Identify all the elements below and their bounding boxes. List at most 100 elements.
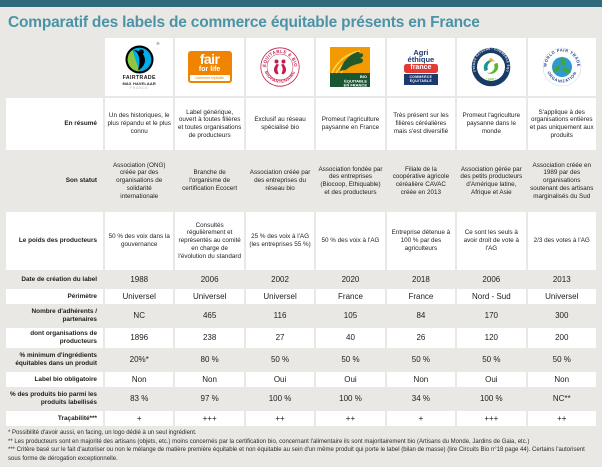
table-cell: Entreprise détenue à 100 % par des agric…	[386, 212, 456, 270]
table-row: Traçabilité*** + +++ ++ ++ + +++ ++	[6, 411, 596, 426]
row-label: Nombre d'adhérents / partenaires	[31, 308, 97, 323]
table-cell: Consultés régulièrement et représentés a…	[175, 212, 244, 270]
table-cell: 238	[175, 328, 244, 348]
row-label: % minimum d'ingrédients équitables dans …	[15, 352, 97, 367]
table-cell: ++	[245, 411, 315, 426]
table-cell: Association fondée par des entreprises (…	[318, 165, 383, 196]
table-cell: ++	[316, 411, 385, 426]
row-label: % des produits bio parmi les produits la…	[9, 391, 97, 406]
page-title: Comparatif des labels de commerce équita…	[8, 14, 480, 31]
table-cell: 2006	[200, 274, 219, 284]
table-cell: Non	[175, 372, 244, 387]
table-cell: 2/3 des votes à l'AG	[527, 212, 596, 270]
table-row: Date de création du label 1988 2006 2002 202…	[6, 272, 596, 287]
table-cell: 200	[527, 328, 596, 348]
table-cell: 2018	[412, 274, 430, 284]
table-cell: 50 %	[270, 355, 290, 364]
registered-mark: ®	[156, 41, 160, 46]
table-row: Le poids des producteurs 50 % des voix da…	[6, 212, 596, 270]
svg-text:ÉQUITABLE: ÉQUITABLE	[345, 79, 368, 84]
table-cell: Universel	[245, 289, 315, 304]
table-cell: 100 %	[479, 394, 503, 403]
row-label: Périmètre	[6, 289, 103, 304]
spp-icon: PRODUCTEURS PAYSANS • COMMERCE ÉQUITABLE…	[471, 47, 511, 87]
logo-row-spacer	[6, 38, 103, 96]
table-row: En résumé Un des historiques, le plus rép…	[6, 98, 596, 150]
table-cell: NC	[133, 311, 145, 320]
table-cell: S'applique à des organisations entières …	[527, 98, 596, 150]
fair-for-life-icon: fair for life commerce équitable	[187, 50, 232, 84]
table-cell: Association créée en 1989 par des organi…	[530, 161, 594, 200]
fairtrade-submark: MAX HAVELAAR	[122, 80, 156, 86]
table-cell: Nord - Sud	[457, 289, 526, 304]
row-label: Date de création du label	[21, 275, 97, 283]
table-cell: ++	[527, 411, 596, 426]
table-cell: Universel	[105, 289, 174, 304]
table-cell: 50 %	[552, 355, 571, 364]
table-cell: 100 %	[268, 394, 292, 403]
table-row: dont organisations de producteurs 1896 238…	[6, 328, 596, 348]
table-cell: 105	[343, 311, 358, 320]
table-cell: 20%*	[129, 355, 149, 364]
table-cell: France	[386, 289, 456, 304]
table-row: Label bio obligatoire Non Non Oui Oui Non Oui N…	[6, 372, 596, 387]
top-accent-bar	[0, 0, 602, 7]
table-cell: 2013	[552, 274, 571, 284]
table-cell: 50 %	[411, 355, 431, 364]
logo-fairtrade-cell: ® FAIRTRADE MAX HAVELAAR FRANCE	[105, 38, 174, 96]
table-cell: +	[105, 411, 174, 426]
table-cell: +++	[175, 411, 244, 426]
fairtrade-wordmark: FAIRTRADE	[122, 74, 156, 81]
table-cell: 1896	[105, 328, 174, 348]
table-cell: 50 % des voix à l'AG	[316, 212, 385, 270]
row-label: Label bio obligatoire	[6, 372, 103, 387]
table-cell: 25 % des voix à l'AG (les entreprises 55…	[245, 212, 315, 270]
table-cell: 116	[273, 311, 287, 320]
table-cell: Un des historiques, le plus répandu et l…	[105, 98, 174, 150]
table-cell: Association (ONG) créée par des organisa…	[112, 161, 166, 200]
table-cell: 80 %	[200, 355, 219, 364]
table-row: Nombre d'adhérents / partenaires NC 465 116…	[6, 306, 596, 326]
table-cell: Oui	[457, 372, 526, 387]
table-row: Périmètre Universel Universel Universel Fran…	[6, 289, 596, 304]
fairtrade-country: FRANCE	[129, 85, 149, 90]
table-cell: +	[386, 411, 456, 426]
table-cell: Label générique, ouvert à toutes filière…	[175, 98, 244, 150]
footnotes: * Possibilité d'avoir aussi, en facing, …	[8, 429, 594, 463]
comparison-table: En résumé Un des historiques, le plus rép…	[6, 98, 596, 426]
row-label: Le poids des producteurs	[6, 212, 103, 270]
table-cell: Très présent sur les filières céréalière…	[386, 98, 456, 150]
table-cell: Filiale de la coopérative agricole céréa…	[392, 165, 450, 196]
row-label: dont organisations de producteurs	[6, 328, 103, 348]
fairtrade-icon	[125, 44, 154, 74]
table-cell: Ce sont les seuls à avoir droit de vote …	[457, 212, 526, 270]
table-cell: 40	[316, 328, 385, 348]
table-cell: 465	[202, 311, 217, 320]
table-cell: 2020	[341, 274, 360, 284]
table-cell: 120	[457, 328, 526, 348]
table-cell: 34 %	[411, 394, 431, 403]
row-label: Son statut	[65, 177, 97, 184]
table-cell: 50 % des voix dans la gouvernance	[105, 212, 174, 270]
table-cell: 26	[386, 328, 456, 348]
table-cell: 83 %	[130, 394, 149, 403]
table-cell: France	[316, 289, 385, 304]
table-cell: Exclusif au réseau spécialisé bio	[245, 98, 315, 150]
logo-bio-equitable-en-france-cell: BIO ÉQUITABLE EN FRANCE	[316, 38, 385, 96]
table-cell: +++	[457, 411, 526, 426]
footnote: ** Les producteurs sont en majorité des …	[8, 438, 530, 445]
table-cell: Non	[386, 372, 456, 387]
table-cell: 84	[416, 311, 426, 320]
logo-agri-ethique-cell: Agri éthique france COMMERCE ÉQUITABLE	[386, 38, 456, 96]
logo-row: ® FAIRTRADE MAX HAVELAAR FRANCE fair for…	[6, 38, 596, 96]
agri-ethique-icon: Agri éthique france COMMERCE ÉQUITABLE	[403, 48, 438, 86]
table-cell: Non	[105, 372, 174, 387]
table-cell: 2006	[482, 274, 501, 284]
table-cell: Oui	[245, 372, 315, 387]
table-cell: 170	[484, 311, 498, 320]
table-cell: 50 %	[482, 355, 501, 364]
biopartenaire-icon: ÉQUITABLE & BIO BIOPARTENAIRE	[260, 47, 300, 87]
logo-fair-for-life-cell: fair for life commerce équitable	[175, 38, 244, 96]
footnote: * Possibilité d'avoir aussi, en facing, …	[8, 430, 197, 436]
table-cell: NC**	[552, 394, 571, 403]
